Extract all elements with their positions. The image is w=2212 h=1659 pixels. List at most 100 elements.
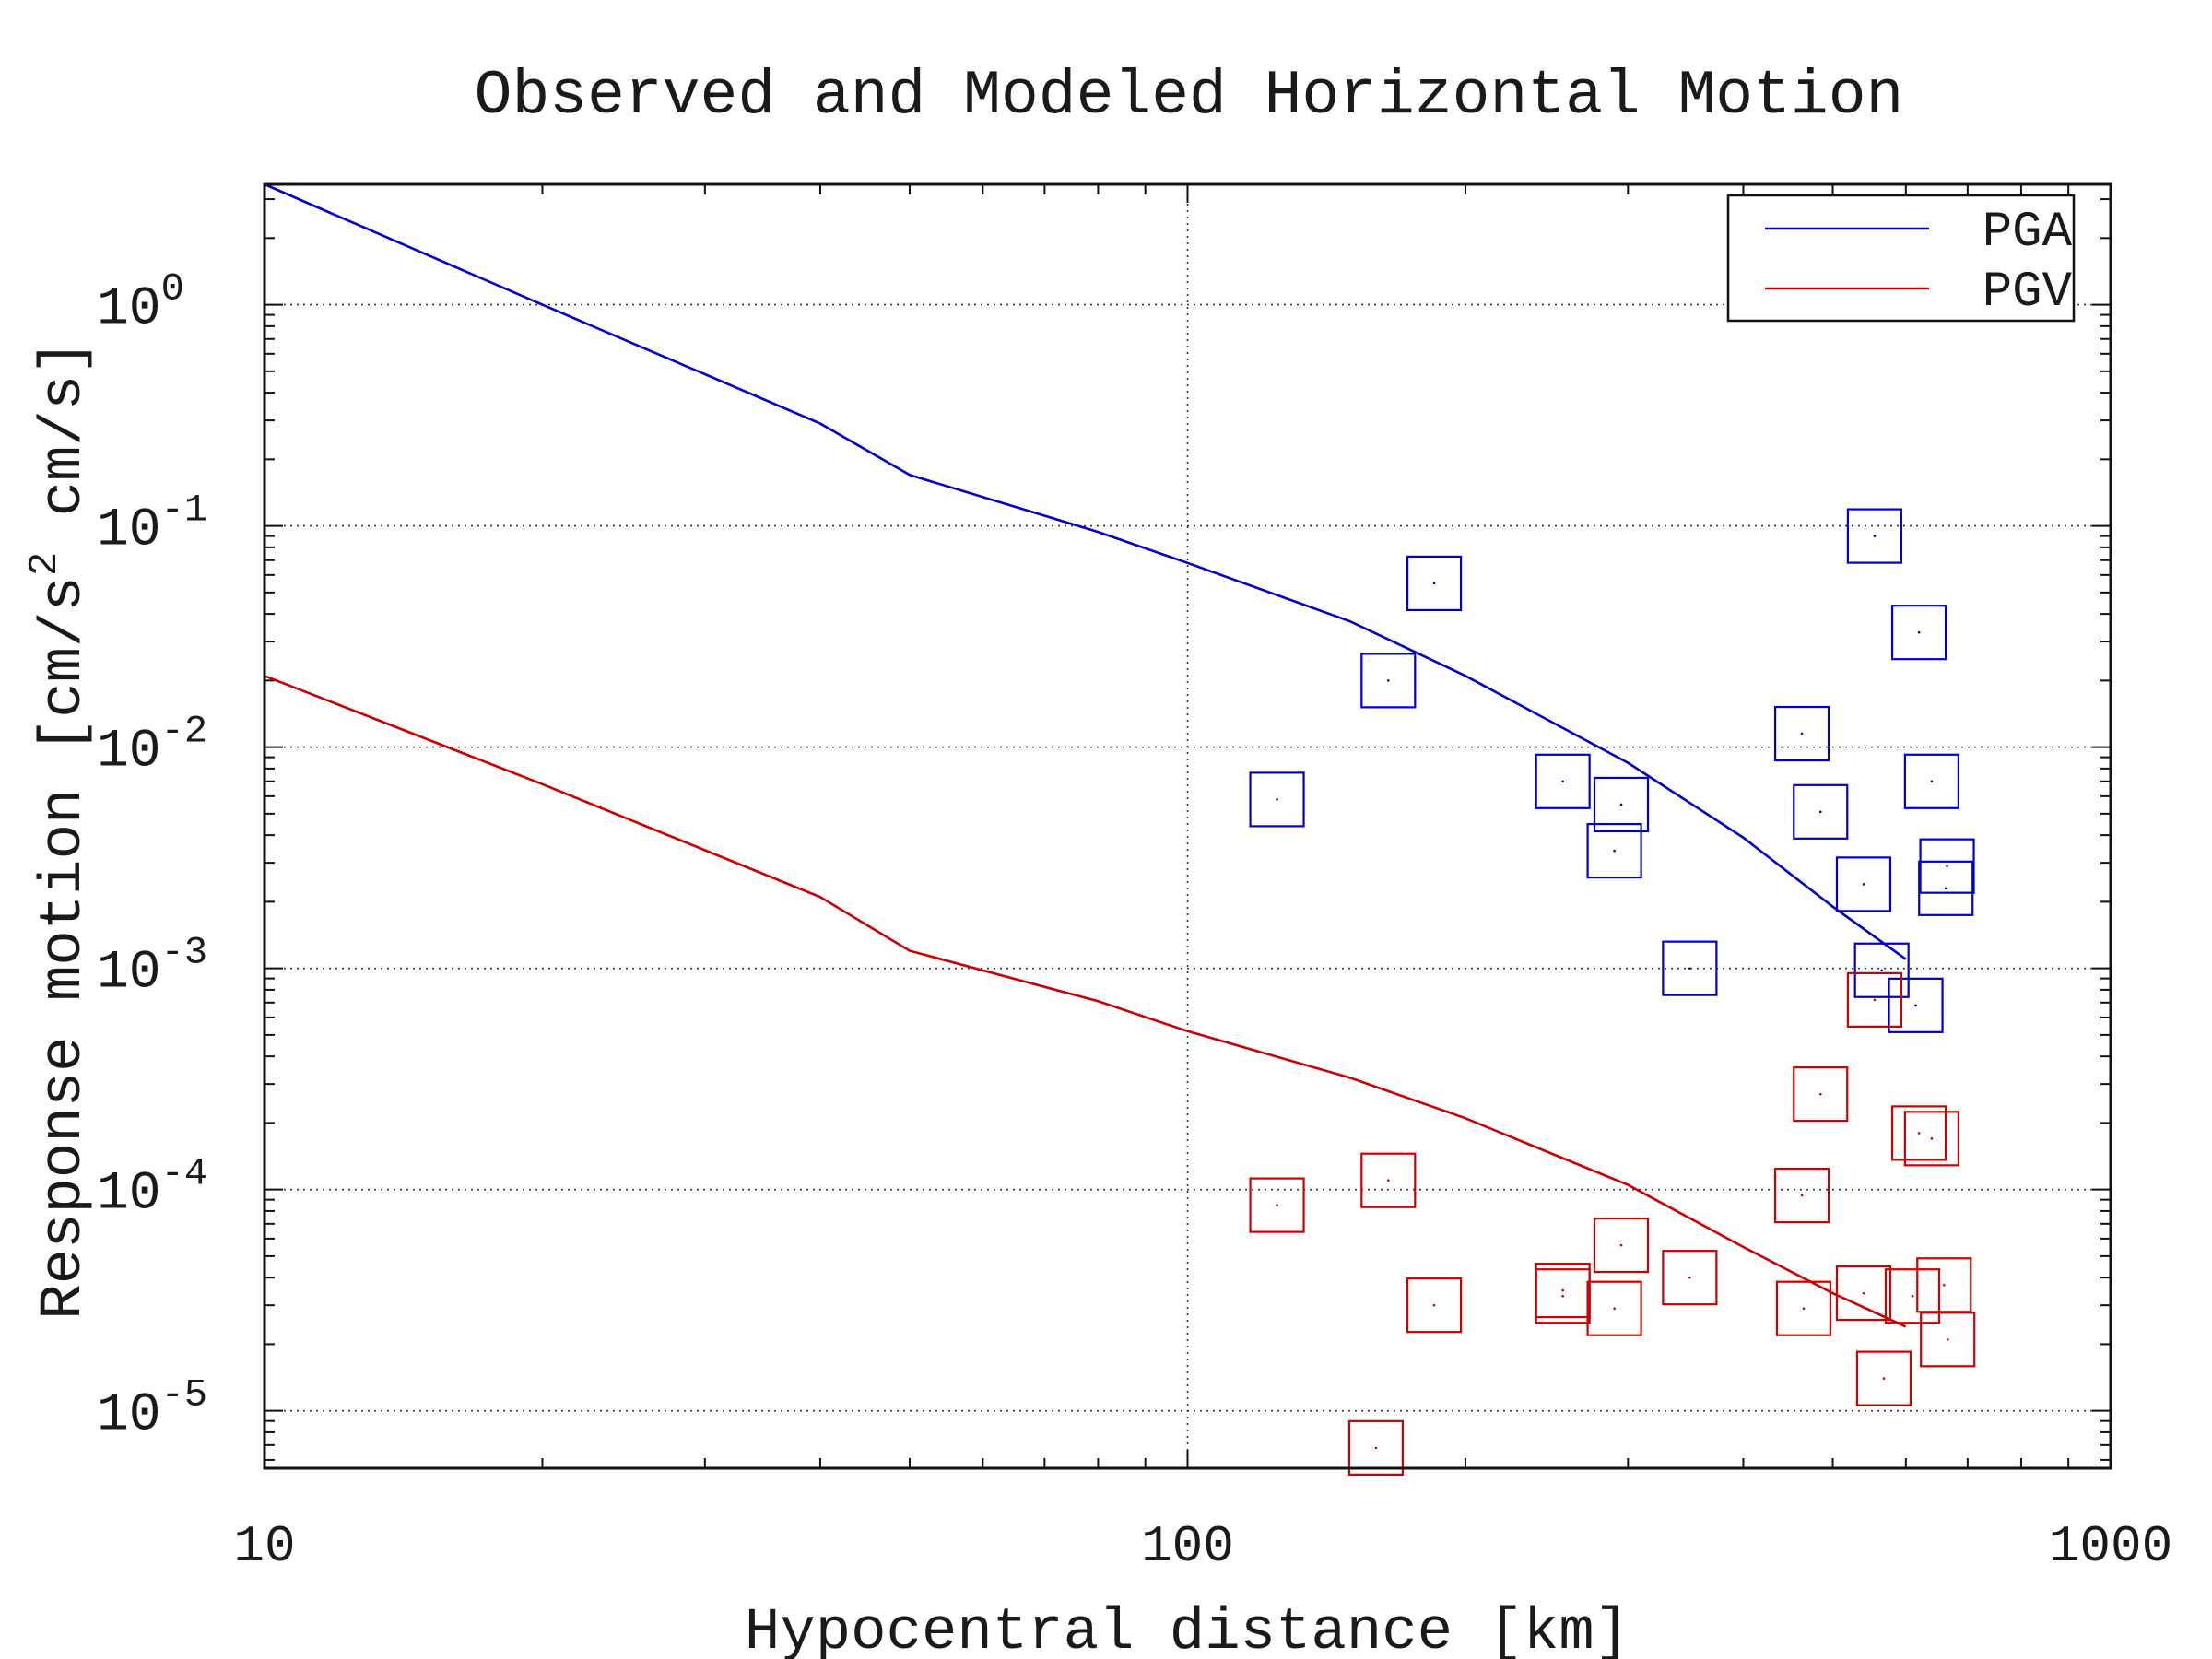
y-tick-exponent: 0 — [161, 267, 184, 312]
data-point-dot — [1802, 1307, 1806, 1310]
data-point-dot — [1619, 1243, 1623, 1247]
data-point-marker — [1593, 1218, 1650, 1274]
data-point-marker — [1855, 1350, 1912, 1406]
y-tick-mantissa: 10 — [97, 280, 161, 340]
data-point-dot — [1276, 1204, 1278, 1206]
y-tick-mantissa: 10 — [97, 1386, 161, 1446]
y-tick-exponent: -4 — [161, 1152, 207, 1196]
grid-lines — [265, 184, 2111, 1468]
data-point-marker — [1535, 1262, 1591, 1319]
data-point-dot — [1619, 803, 1623, 806]
legend: PGA PGV — [1726, 194, 2076, 323]
y-tick-label-1: 10-1 — [97, 488, 207, 561]
data-point-marker — [1662, 940, 1718, 996]
chart-title: Observed and Modeled Horizontal Motion — [475, 61, 1904, 132]
data-point-marker — [1535, 753, 1591, 809]
data-point-dot — [1873, 998, 1877, 1002]
data-point-dot — [1276, 798, 1278, 801]
data-point-marker — [1888, 977, 1944, 1033]
legend-label-pgv: PGV — [1983, 265, 2073, 321]
data-point-dot — [1818, 810, 1822, 814]
data-point-dot — [1917, 630, 1921, 634]
data-point-dot — [1432, 1303, 1436, 1307]
data-point-dot — [1930, 780, 1934, 783]
data-point-dot — [1862, 1291, 1865, 1295]
data-point-marker — [1360, 653, 1417, 709]
data-point-marker — [1662, 1250, 1718, 1306]
data-point-dot — [1374, 1446, 1378, 1450]
data-point-marker — [1586, 1280, 1642, 1336]
y-tick-label-5: 10-5 — [97, 1373, 207, 1446]
data-point-dot — [1942, 1284, 1946, 1287]
y-tick-label-4: 10-4 — [97, 1152, 207, 1225]
data-point-marker — [1846, 971, 1903, 1028]
data-point-dot — [1873, 535, 1877, 537]
y-axis-label-main: Response motion [cm/s — [31, 576, 98, 1320]
y-axis-label-exponent: 2 — [22, 552, 68, 576]
data-point-marker — [1773, 1168, 1830, 1224]
data-point-marker — [1793, 783, 1849, 840]
series-line-pgv — [264, 675, 1907, 1328]
data-point-marker — [1406, 555, 1463, 612]
y-tick-label-3: 10-3 — [97, 931, 207, 1004]
y-tick-exponent: -1 — [161, 488, 207, 533]
data-point-marker — [1846, 508, 1903, 564]
data-point-dot — [1613, 1307, 1616, 1310]
data-point-dot — [1387, 1179, 1390, 1182]
legend-label-pga: PGA — [1983, 205, 2073, 261]
data-point-dot — [1930, 1137, 1934, 1140]
data-point-dot — [1688, 967, 1691, 970]
data-point-marker — [1918, 860, 1974, 916]
data-point-dot — [1917, 1132, 1921, 1135]
data-point-marker — [1593, 776, 1650, 833]
y-tick-mantissa: 10 — [97, 1165, 161, 1225]
y-tick-mantissa: 10 — [97, 501, 161, 561]
x-tick-label-1: 100 — [1141, 1517, 1234, 1576]
data-point-marker — [1835, 856, 1892, 912]
plot-frame — [263, 182, 2112, 1470]
data-point-marker — [1773, 705, 1830, 762]
model-lines — [264, 182, 1907, 1328]
axis-ticks — [264, 184, 2112, 1468]
data-point-dot — [1800, 732, 1804, 735]
data-point-marker — [1903, 1111, 1959, 1167]
y-tick-exponent: -2 — [161, 710, 207, 754]
data-point-marker — [1775, 1280, 1832, 1336]
data-point-marker — [1406, 1277, 1463, 1334]
data-point-marker — [1853, 942, 1910, 998]
data-point-dot — [1946, 865, 1948, 867]
data-point-dot — [1561, 780, 1564, 783]
data-point-dot — [1944, 887, 1947, 890]
data-point-dot — [1800, 1194, 1804, 1197]
y-tick-label-2: 10-2 — [97, 710, 207, 782]
data-point-dot — [1914, 1004, 1917, 1007]
data-point-marker — [1884, 1268, 1941, 1324]
y-tick-mantissa: 10 — [97, 944, 161, 1004]
data-point-dot — [1387, 679, 1390, 682]
x-tick-labels: 10 100 1000 — [233, 1517, 2172, 1576]
x-tick-label-2: 1000 — [2049, 1517, 2172, 1576]
data-point-marker — [1890, 1105, 1947, 1161]
legend-box — [1726, 194, 2076, 323]
data-point-dot — [1862, 883, 1865, 886]
observation-markers — [1249, 508, 1976, 1476]
data-point-dot — [1880, 969, 1883, 972]
y-tick-mantissa: 10 — [97, 723, 161, 782]
y-axis-label-unit: cm/s] — [31, 339, 98, 551]
data-point-dot — [1561, 1294, 1564, 1298]
series-line-pga — [264, 182, 1907, 960]
data-point-marker — [1249, 771, 1305, 828]
data-point-marker — [1835, 1265, 1892, 1322]
data-point-dot — [1688, 1276, 1691, 1279]
data-point-dot — [1818, 1092, 1822, 1096]
data-point-dot — [1882, 1377, 1886, 1380]
data-point-marker — [1903, 753, 1959, 809]
y-tick-exponent: -5 — [161, 1373, 207, 1418]
x-axis-label: Hypocentral distance [km] — [745, 1600, 1630, 1659]
y-tick-label-0: 100 — [97, 267, 184, 340]
data-point-marker — [1360, 1152, 1417, 1208]
x-tick-label-0: 10 — [233, 1517, 295, 1576]
data-point-marker — [1890, 605, 1947, 661]
